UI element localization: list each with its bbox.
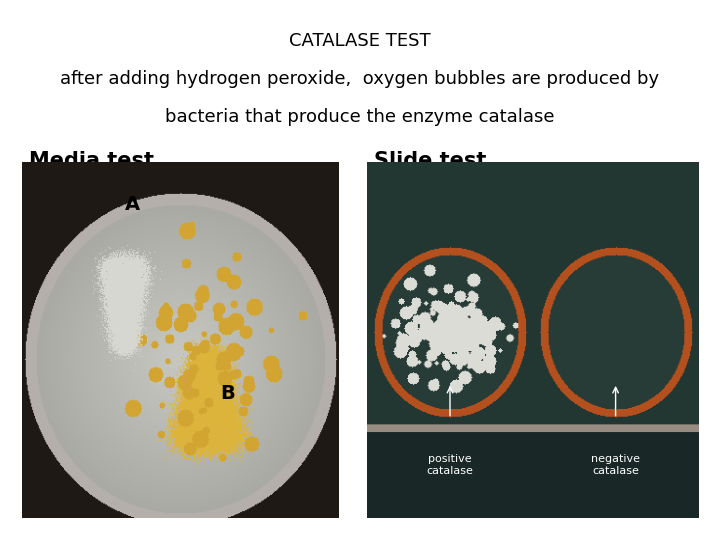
- Text: A: A: [125, 195, 140, 214]
- Text: after adding hydrogen peroxide,  oxygen bubbles are produced by: after adding hydrogen peroxide, oxygen b…: [60, 70, 660, 88]
- Text: Media test: Media test: [29, 151, 154, 171]
- Text: bacteria that produce the enzyme catalase: bacteria that produce the enzyme catalas…: [166, 108, 554, 126]
- Text: B: B: [220, 384, 235, 403]
- Text: CATALASE TEST: CATALASE TEST: [289, 32, 431, 50]
- Text: positive
catalase: positive catalase: [426, 454, 474, 476]
- Text: negative
catalase: negative catalase: [591, 454, 640, 476]
- Text: Slide test: Slide test: [374, 151, 487, 171]
